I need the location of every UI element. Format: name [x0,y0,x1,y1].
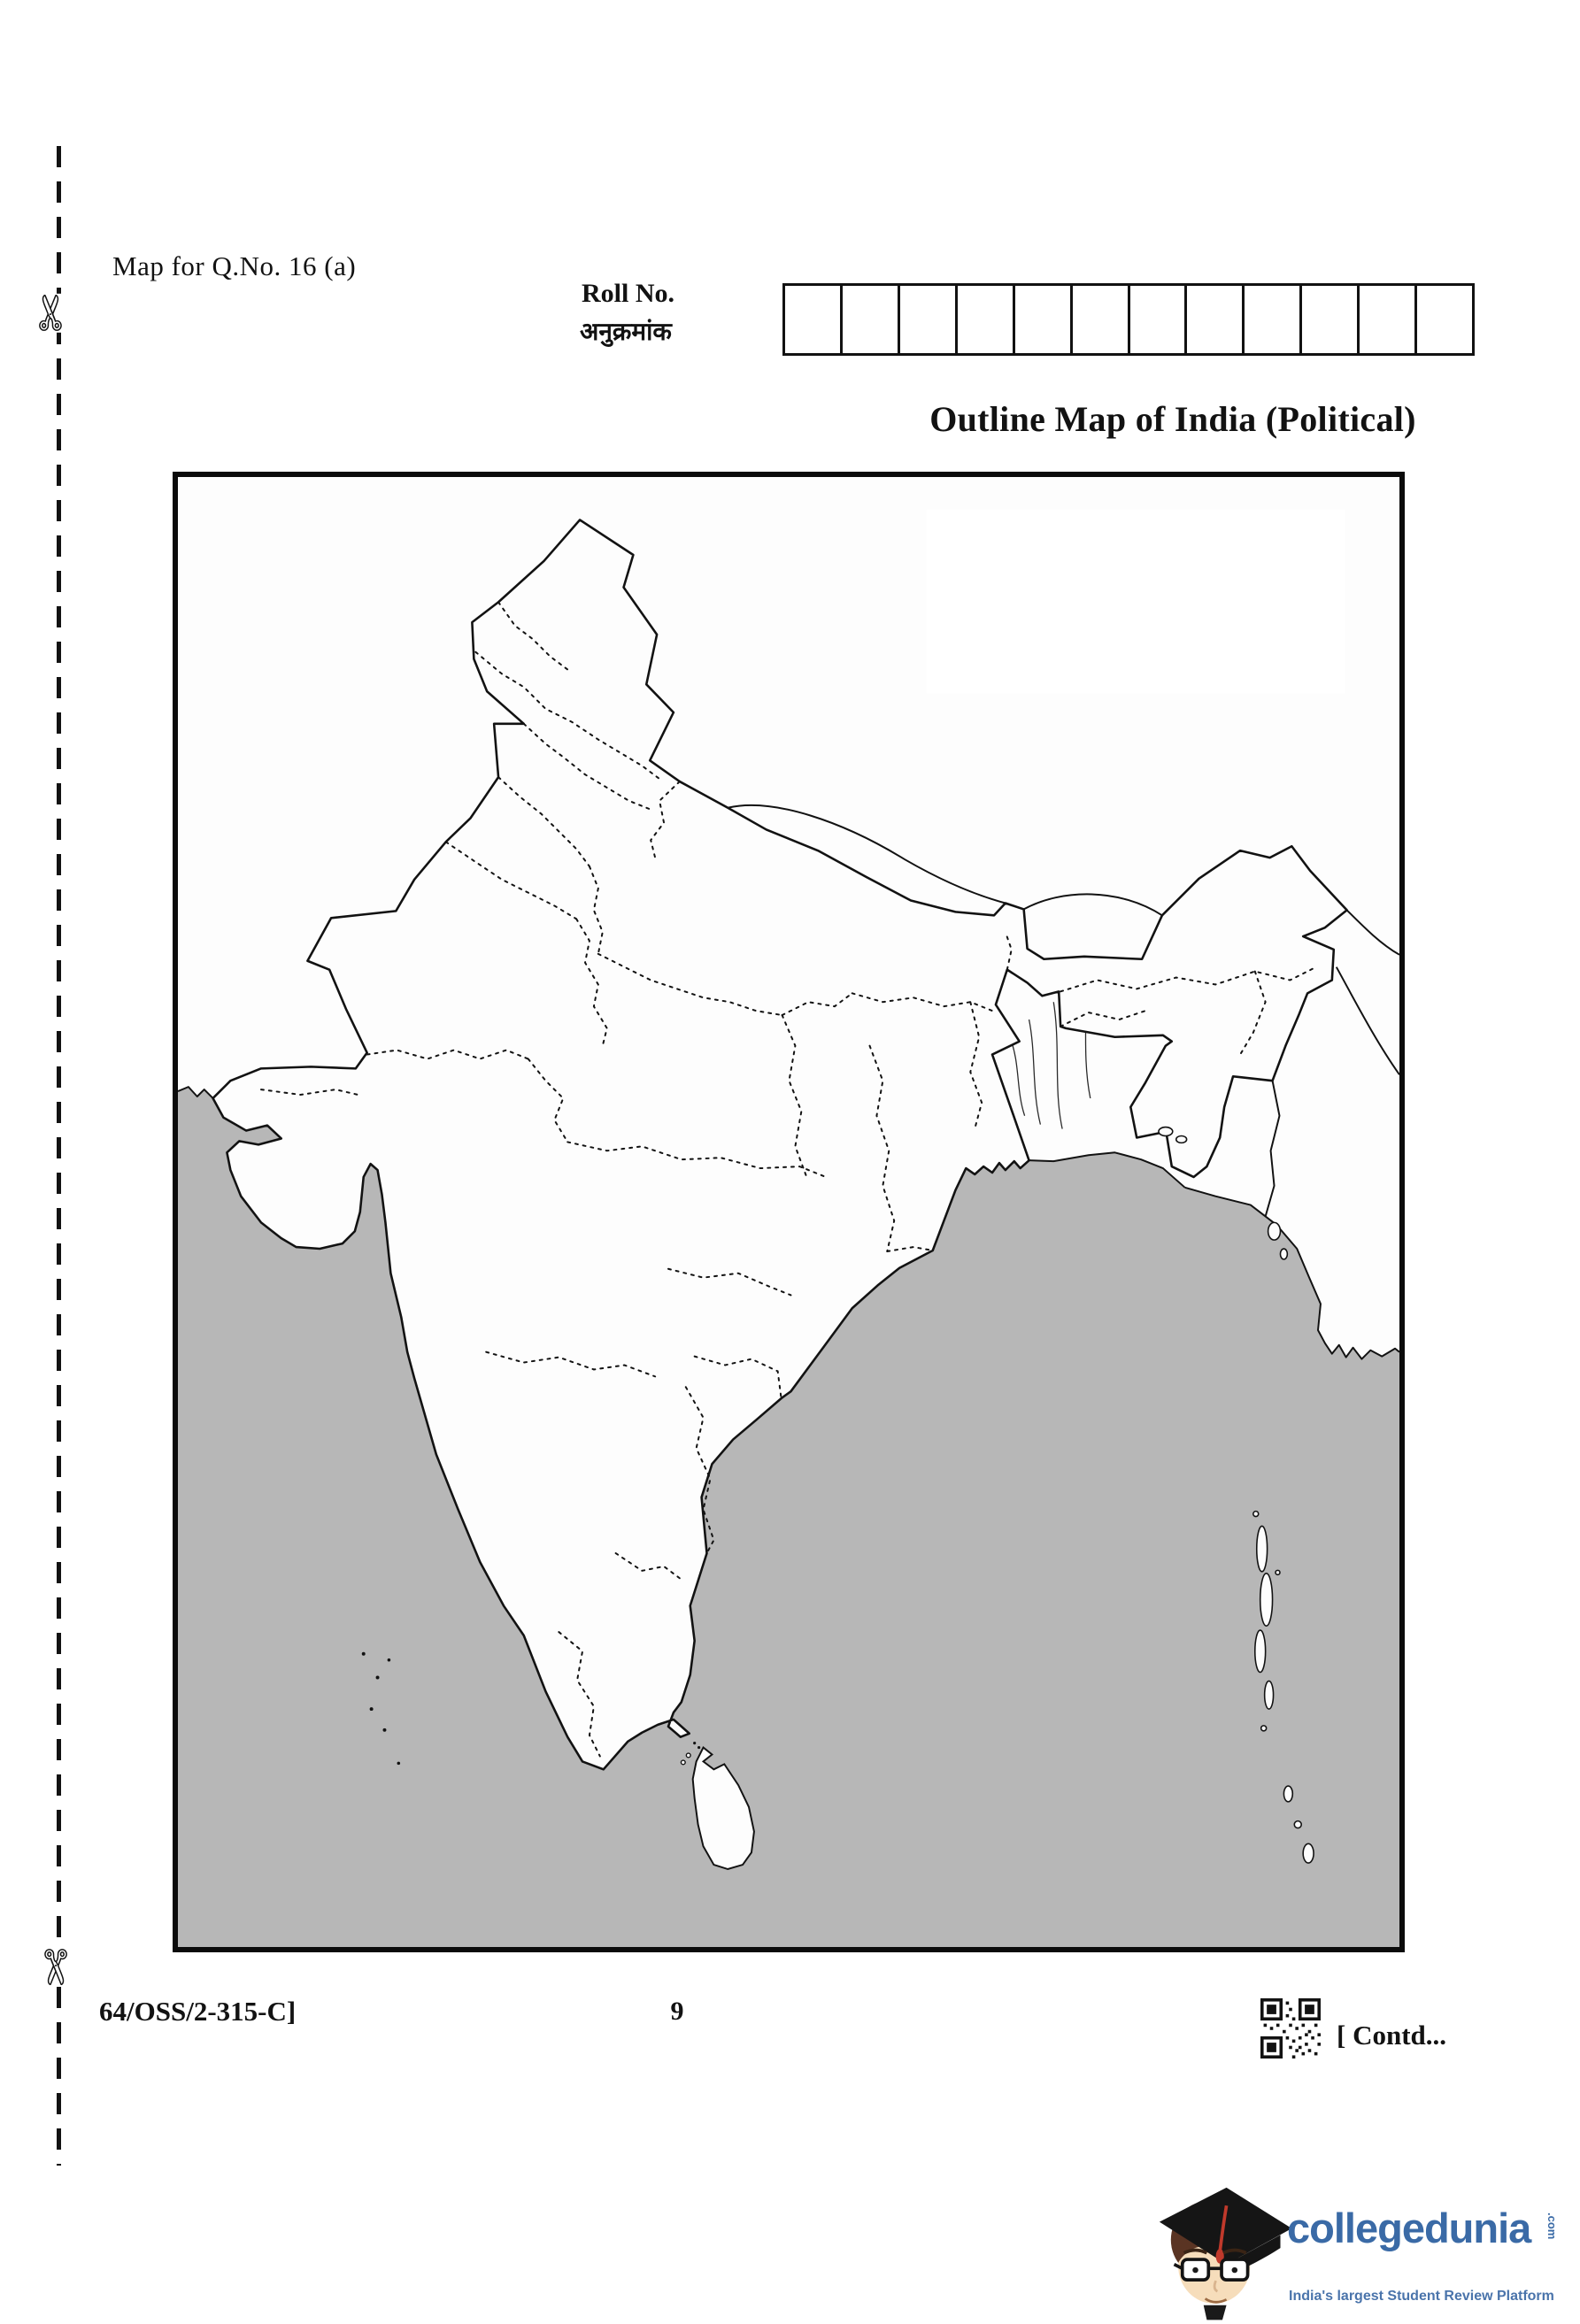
roll-box-cell[interactable] [897,286,955,353]
page-title: Outline Map of India (Political) [929,399,1416,439]
roll-box-cell[interactable] [839,286,898,353]
roll-box-cell[interactable] [954,286,1013,353]
brand-tld: .com [1545,2212,1559,2240]
page-number: 9 [670,1997,684,2026]
map-question-note: Map for Q.No. 16 (a) [112,250,357,281]
brand-name: collegedunia [1287,2205,1531,2251]
sri-lanka-outline [691,1746,755,1871]
scissors-icon: ✄ [24,294,81,333]
india-outline [212,519,1348,1771]
lakshadweep-islands [361,1651,701,1766]
mascot-icon [1159,2187,1292,2320]
blank-patch [926,509,1345,694]
sea-area [178,1087,1399,1947]
roll-box-cell[interactable] [1127,286,1185,353]
brand-tagline: India's largest Student Review Platform [1289,2289,1554,2304]
cut-dashed-line [57,146,61,2166]
contd-note: [ Contd... [1337,2020,1447,2051]
collegedunia-logo: collegedunia .com India's largest Studen… [1135,2161,1580,2324]
roll-box-cell[interactable] [1242,286,1299,353]
roll-no-label: Roll No. [582,279,674,308]
roll-box-cell[interactable] [1069,286,1128,353]
islands [1158,1126,1314,1864]
roll-box-cell[interactable] [1357,286,1414,353]
roll-box-cell[interactable] [1299,286,1357,353]
india-map-svg [178,477,1399,1947]
roll-box-cell[interactable] [1012,286,1070,353]
roll-box-cell[interactable] [1414,286,1472,353]
state-boundaries [259,601,1318,1758]
sri-lanka-islets [680,1752,691,1766]
india-outline-map [173,472,1405,1952]
scissors-icon: ✄ [24,1947,81,1986]
roll-box-cell[interactable] [1184,286,1242,353]
paper-code: 64/OSS/2-315-C] [99,1996,297,2027]
qr-code-icon [1260,1998,1321,2059]
roll-no-label-hindi: अनुक्रमांक [580,319,672,346]
neighbour-borders [728,804,1399,1217]
roll-number-grid [782,283,1475,356]
foreign-coastlines [178,1086,1399,1360]
roll-box-cell[interactable] [785,286,840,353]
